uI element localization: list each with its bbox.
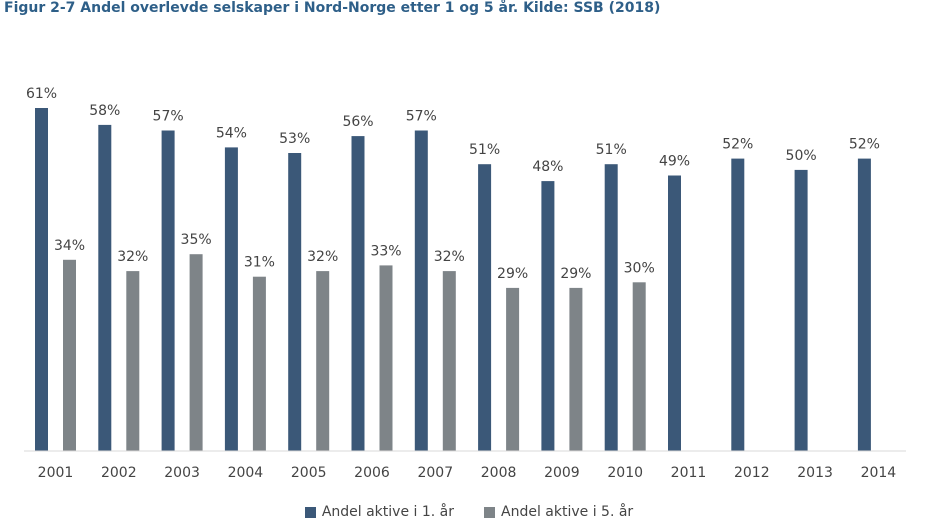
x-tick-label-2006: 2006 (354, 465, 390, 481)
value-labels-group: 61% 34% 58% 32% 57% 35% 54% 31% 53% 32% 56% 33% 57% 3… (26, 86, 880, 282)
legend-label-series-2: Andel aktive i 5. år (501, 504, 634, 520)
x-tick-label-2011: 2011 (671, 465, 707, 481)
x-tick-label-2002: 2002 (101, 465, 137, 481)
bar-series-2-2009 (569, 287, 583, 451)
x-tick-label-2010: 2010 (607, 465, 643, 481)
x-tick-label-2004: 2004 (228, 465, 264, 481)
bar-series-2-2003 (189, 254, 203, 451)
value-label-series-2-2002: 32% (117, 249, 148, 265)
x-tick-label-2001: 2001 (38, 465, 74, 481)
value-label-series-2-2003: 35% (181, 232, 212, 248)
value-label-series-2-2008: 29% (497, 266, 528, 282)
value-label-series-1-2009: 48% (532, 159, 563, 175)
value-label-series-1-2003: 57% (153, 109, 184, 125)
value-label-series-1-2011: 49% (659, 154, 690, 170)
bar-series-1-2002 (98, 124, 112, 452)
bar-series-2-2002 (126, 271, 140, 451)
chart-title: Figur 2-7 Andel overlevde selskaper i No… (4, 0, 661, 16)
bar-series-1-2011 (668, 175, 681, 451)
bars-group (35, 108, 871, 452)
value-label-series-1-2012: 52% (722, 137, 753, 153)
bar-series-2-2005 (316, 271, 330, 451)
bar-series-2-2001 (63, 259, 76, 451)
bar-series-1-2012 (731, 158, 745, 451)
value-label-series-1-2010: 51% (596, 142, 627, 158)
bar-series-1-2005 (288, 153, 302, 451)
bar-series-1-2003 (161, 130, 175, 451)
bar-series-1-2010 (604, 164, 618, 451)
bar-series-1-2007 (414, 130, 428, 451)
legend-swatch-series-2 (484, 506, 495, 518)
x-tick-label-2009: 2009 (544, 465, 580, 481)
bar-series-2-2004 (252, 276, 266, 451)
value-label-series-1-2001: 61% (26, 86, 57, 102)
bar-series-1-2006 (351, 136, 365, 451)
value-label-series-2-2006: 33% (370, 243, 401, 259)
value-label-series-1-2002: 58% (89, 103, 120, 119)
value-label-series-2-2010: 30% (624, 260, 655, 276)
value-label-series-2-2005: 32% (307, 249, 338, 265)
x-tick-label-2012: 2012 (734, 465, 770, 481)
bar-series-2-2008 (506, 287, 520, 451)
x-tick-label-2008: 2008 (481, 465, 517, 481)
x-tick-label-2014: 2014 (861, 465, 897, 481)
x-tick-label-2005: 2005 (291, 465, 327, 481)
bar-series-1-2009 (541, 181, 555, 451)
bar-series-1-2001 (35, 108, 48, 451)
value-label-series-1-2007: 57% (406, 109, 437, 125)
bar-series-2-2006 (379, 265, 393, 451)
value-label-series-2-2004: 31% (244, 255, 275, 271)
legend-item-series-1: Andel aktive i 1. år (304, 504, 454, 520)
x-tick-label-2003: 2003 (164, 465, 200, 481)
value-label-series-2-2001: 34% (54, 238, 85, 254)
legend: Andel aktive i 1. år Andel aktive i 5. å… (0, 504, 938, 520)
value-label-series-1-2008: 51% (469, 142, 500, 158)
x-tick-labels-group: 2001 2002 2003 2004 2005 2006 2007 2008 2009 2010… (38, 465, 897, 481)
bar-series-1-2013 (794, 169, 808, 451)
legend-label-series-1: Andel aktive i 1. år (321, 504, 454, 520)
value-label-series-2-2007: 32% (434, 249, 465, 265)
bar-series-1-2014 (857, 158, 871, 451)
bar-series-1-2004 (224, 147, 238, 451)
legend-swatch-series-1 (304, 506, 316, 518)
x-tick-label-2013: 2013 (797, 465, 833, 481)
value-label-series-1-2004: 54% (216, 125, 247, 141)
x-tick-label-2007: 2007 (417, 465, 453, 481)
legend-item-series-2: Andel aktive i 5. år (484, 504, 633, 520)
bar-series-2-2007 (442, 271, 456, 451)
value-label-series-1-2014: 52% (849, 137, 880, 153)
bar-series-1-2008 (478, 164, 492, 451)
value-label-series-1-2005: 53% (279, 131, 310, 147)
bar-chart: 61% 34% 58% 32% 57% 35% 54% 31% 53% 32% 56% 33% 57% 3… (24, 86, 906, 481)
value-label-series-1-2006: 56% (342, 114, 373, 130)
value-label-series-1-2013: 50% (786, 148, 817, 164)
value-label-series-2-2009: 29% (560, 266, 591, 282)
bar-series-2-2010 (632, 282, 646, 451)
